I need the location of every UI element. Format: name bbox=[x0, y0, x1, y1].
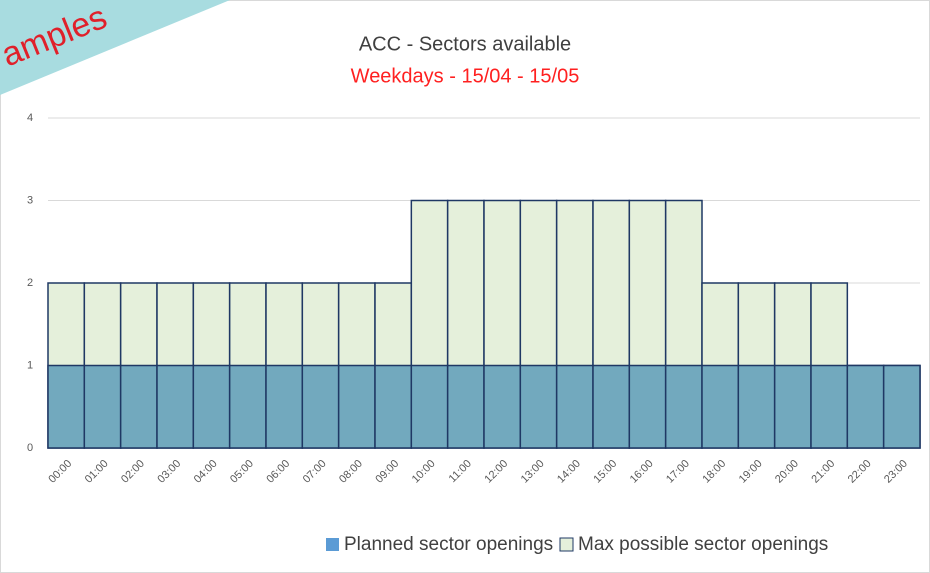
bar bbox=[374, 364, 413, 449]
bar bbox=[483, 364, 522, 449]
y-tick-label: 0 bbox=[27, 442, 33, 454]
bar bbox=[265, 364, 304, 449]
bar bbox=[810, 364, 849, 449]
bar bbox=[519, 364, 558, 449]
bar bbox=[701, 364, 740, 449]
y-tick-label: 1 bbox=[27, 359, 33, 371]
bar bbox=[664, 364, 703, 449]
y-tick-label: 2 bbox=[27, 277, 33, 289]
bar bbox=[83, 364, 122, 449]
bar bbox=[592, 364, 631, 449]
bar bbox=[773, 364, 812, 449]
bar bbox=[882, 364, 921, 449]
bar bbox=[156, 364, 195, 449]
watermark-band bbox=[0, 0, 230, 95]
bar bbox=[410, 364, 449, 449]
bar bbox=[737, 364, 776, 449]
legend-swatch bbox=[559, 537, 574, 552]
y-tick-label: 3 bbox=[27, 194, 33, 206]
y-tick-label: 4 bbox=[27, 112, 33, 124]
bar bbox=[628, 364, 667, 449]
bar bbox=[119, 364, 158, 449]
bar bbox=[446, 364, 485, 449]
chart-subtitle: Weekdays - 15/04 - 15/05 bbox=[351, 65, 580, 87]
bar bbox=[192, 364, 231, 449]
bar bbox=[555, 364, 594, 449]
legend-label: Max possible sector openings bbox=[578, 534, 828, 555]
bar bbox=[301, 364, 340, 449]
chart-title: ACC - Sectors available bbox=[359, 33, 571, 55]
bar bbox=[47, 364, 86, 449]
legend-swatch bbox=[326, 538, 339, 551]
bar bbox=[228, 364, 267, 449]
bar bbox=[337, 364, 376, 449]
legend-label: Planned sector openings bbox=[344, 534, 553, 555]
bar bbox=[846, 364, 885, 449]
